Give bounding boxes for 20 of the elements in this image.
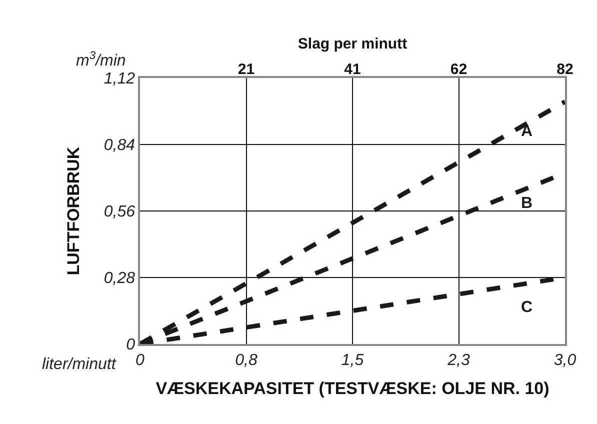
y-tick-label: 0,56 (104, 204, 136, 221)
y-tick-label: 0 (126, 336, 136, 354)
y-tick-label: 1,12 (104, 70, 136, 88)
text: liter/minutt (42, 356, 116, 373)
x-tick-label: 1,5 (341, 352, 364, 369)
text: m$^{3}$/min (76, 50, 126, 70)
y-tick-label: 0,28 (104, 270, 136, 288)
x-tick-label: 0,8 (235, 352, 258, 369)
series-label: C (521, 299, 533, 316)
series-label: B (521, 195, 533, 212)
y-axis-title: LUFTFORBRUK (64, 146, 83, 276)
x-tick-label: 2,3 (446, 352, 470, 369)
x2-tick-label: 41 (344, 61, 361, 78)
x2-axis-title: Slag per minutt (298, 35, 408, 52)
x2-tick-label: 62 (450, 61, 468, 78)
x2-tick-label: 21 (238, 61, 255, 78)
y-tick-label: 0,84 (104, 137, 136, 154)
x-axis-title: VÆSKEKAPASITET (TESTVÆSKE: OLJE NR. 10) (156, 378, 550, 398)
x-tick-label: 3,0 (554, 352, 576, 369)
x2-tick-label: 82 (556, 61, 574, 78)
